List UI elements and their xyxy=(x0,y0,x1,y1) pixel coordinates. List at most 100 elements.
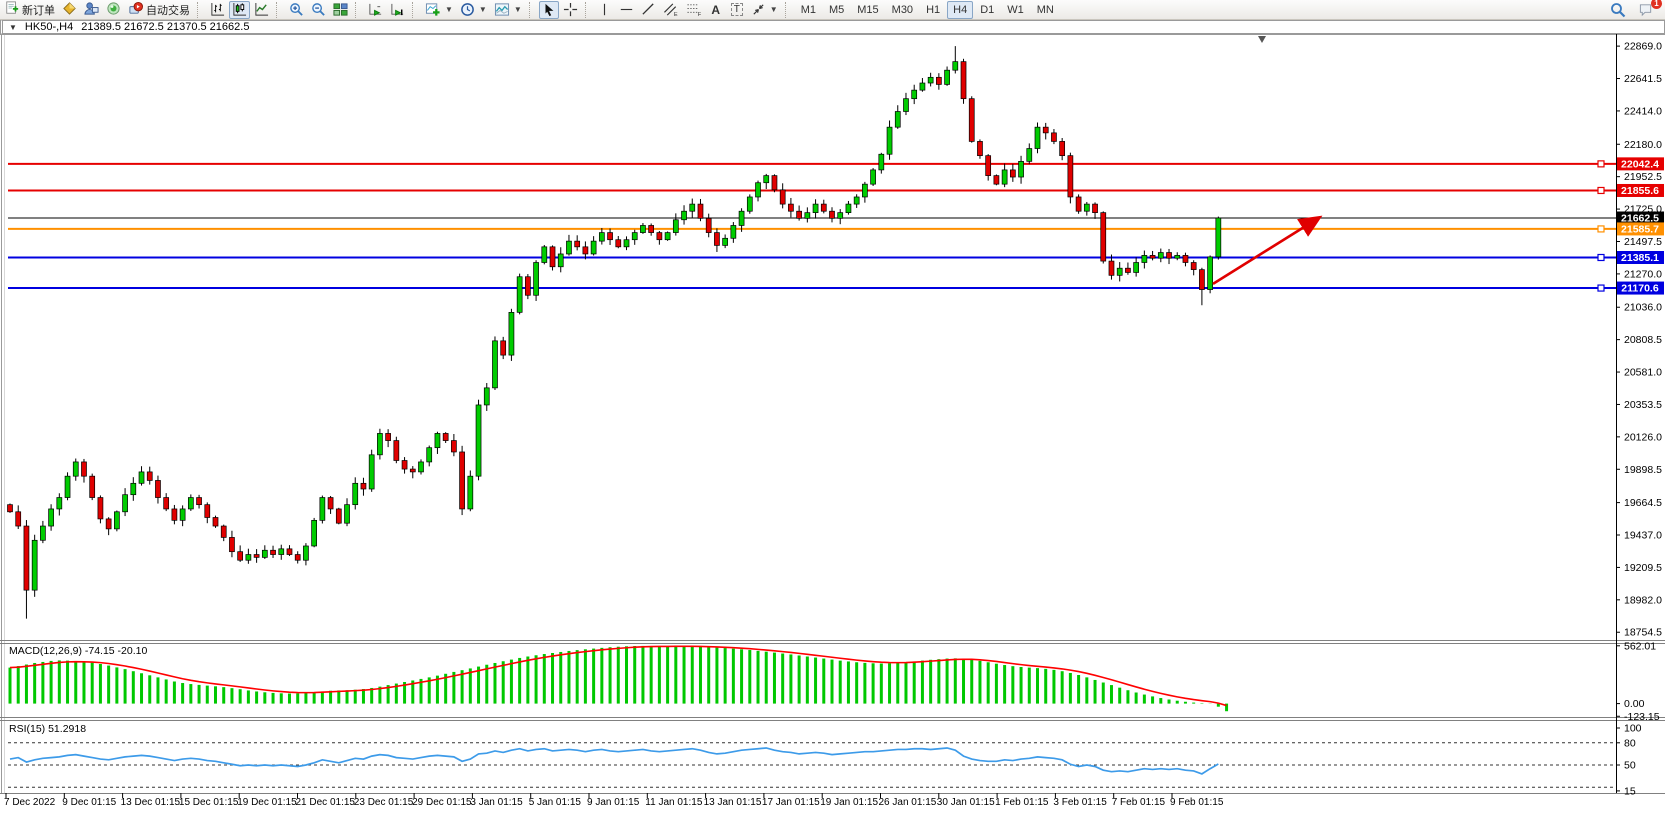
svg-text:20808.5: 20808.5 xyxy=(1624,334,1662,346)
price-line-label xyxy=(1617,211,1664,225)
search-button[interactable] xyxy=(1607,1,1629,19)
templates-button[interactable]: ▼ xyxy=(491,1,525,19)
svg-text:19 Jan 01:15: 19 Jan 01:15 xyxy=(820,797,878,808)
timeframe-button-m5[interactable]: M5 xyxy=(828,3,845,16)
svg-text:18982.0: 18982.0 xyxy=(1624,594,1662,606)
toolbar-separator xyxy=(355,1,361,18)
svg-text:100: 100 xyxy=(1624,723,1642,735)
timeframe-group: M1 M5 M15 M30 H1 H4 D1 W1 MN xyxy=(795,0,1060,19)
chart-ohlc-readout: 21389.5 21672.5 21370.5 21662.5 xyxy=(81,21,250,33)
svg-text:19209.5: 19209.5 xyxy=(1624,562,1662,574)
indicators-button[interactable]: ▼ xyxy=(422,1,456,19)
price-line-label xyxy=(1617,281,1664,295)
svg-text:21662.5: 21662.5 xyxy=(1621,212,1659,224)
bar-chart-button[interactable] xyxy=(207,1,228,19)
new-order-icon xyxy=(5,1,19,18)
macd-panel: 562.01 0.00-123.15 MACD(12,26,9) -74.15 -2… xyxy=(8,640,1660,723)
svg-text:15 Dec 01:15: 15 Dec 01:15 xyxy=(179,797,239,808)
trend-arrow-annotation[interactable] xyxy=(1212,215,1323,285)
dropdown-arrow-icon: ▼ xyxy=(478,5,487,14)
svg-text:20126.0: 20126.0 xyxy=(1624,431,1662,443)
line-chart-button[interactable] xyxy=(251,1,272,19)
toolbar-separator xyxy=(528,1,535,18)
svg-text:19664.5: 19664.5 xyxy=(1624,497,1662,509)
chart-symbol-timeframe: HK50-,H4 xyxy=(24,21,74,33)
notifications-button[interactable]: 1 xyxy=(1635,0,1662,19)
chart-canvas[interactable]: 22869.022641.522414.022180.021952.521725… xyxy=(0,34,1665,832)
periods-clock-button[interactable]: ▼ xyxy=(457,1,490,19)
svg-text:21036.0: 21036.0 xyxy=(1624,302,1662,314)
price-line-label xyxy=(1617,183,1664,197)
text-label-tool-button[interactable]: T xyxy=(727,1,747,19)
strategy-navigator-button[interactable] xyxy=(103,1,124,19)
svg-text:21270.0: 21270.0 xyxy=(1624,268,1662,280)
terminal-button[interactable] xyxy=(81,1,102,19)
svg-text:22180.0: 22180.0 xyxy=(1624,139,1662,151)
collapse-arrow-icon[interactable]: ▼ xyxy=(9,22,17,32)
panel-splitters[interactable] xyxy=(0,640,1665,794)
svg-text:21 Dec 01:15: 21 Dec 01:15 xyxy=(296,797,356,808)
macd-signal-line xyxy=(9,645,1227,707)
autotrading-icon xyxy=(128,1,143,19)
timeframe-button-h1[interactable]: H1 xyxy=(926,3,941,16)
cursor-tool-button[interactable] xyxy=(538,0,559,19)
price-axis-ticks: 22869.022641.522414.022180.021952.521725… xyxy=(1616,41,1662,639)
svg-text:20353.5: 20353.5 xyxy=(1624,399,1662,411)
vertical-line-tool-button[interactable] xyxy=(595,1,615,19)
svg-text:562.01: 562.01 xyxy=(1624,640,1656,652)
svg-text:30 Jan 01:15: 30 Jan 01:15 xyxy=(937,797,995,808)
toolbar-separator xyxy=(197,1,203,18)
auto-scroll-button[interactable] xyxy=(365,1,386,19)
svg-text:9 Dec 01:15: 9 Dec 01:15 xyxy=(62,797,116,808)
autotrading-button[interactable]: 自动交易 xyxy=(125,1,193,19)
line-handle xyxy=(1597,225,1605,233)
price-line-label xyxy=(1617,250,1664,264)
timeframe-button-m30[interactable]: M30 xyxy=(891,3,914,16)
svg-text:22414.0: 22414.0 xyxy=(1624,105,1662,117)
svg-text:19437.0: 19437.0 xyxy=(1624,530,1662,542)
svg-text:21385.1: 21385.1 xyxy=(1621,252,1659,264)
timeframe-button-mn[interactable]: MN xyxy=(1036,3,1054,16)
text-tool-button[interactable]: A xyxy=(706,1,726,19)
svg-text:3 Jan 01:15: 3 Jan 01:15 xyxy=(470,797,523,808)
timeframe-button-m15[interactable]: M15 xyxy=(857,3,879,16)
chart-window-header[interactable]: ▼ HK50-,H4 21389.5 21672.5 21370.5 21662… xyxy=(0,20,1665,34)
chart-shift-marker[interactable] xyxy=(1258,36,1266,43)
arrows-tool-button[interactable]: ▼ xyxy=(748,1,781,19)
timeframe-button-m1[interactable]: M1 xyxy=(800,3,816,16)
svg-text:80: 80 xyxy=(1624,737,1636,749)
timeframe-button-w1[interactable]: W1 xyxy=(1007,3,1024,16)
market-watch-button[interactable] xyxy=(59,1,80,19)
svg-text:22042.4: 22042.4 xyxy=(1621,158,1659,170)
trendline-tool-button[interactable] xyxy=(638,1,659,19)
svg-text:5 Jan 01:15: 5 Jan 01:15 xyxy=(529,797,582,808)
tile-windows-button[interactable] xyxy=(330,1,351,19)
chart-shift-button[interactable] xyxy=(387,1,408,19)
fibonacci-tool-button[interactable]: F xyxy=(683,1,705,19)
channel-letter: E xyxy=(674,12,678,17)
timeframe-button-d1[interactable]: D1 xyxy=(980,3,995,16)
crosshair-tool-button[interactable] xyxy=(560,1,581,19)
candlestick-chart-button[interactable] xyxy=(229,0,250,19)
zoom-out-button[interactable] xyxy=(308,1,329,19)
timeframe-button-h4[interactable]: H4 xyxy=(947,0,974,19)
horizontal-line-tool-button[interactable] xyxy=(616,1,637,19)
line-handle xyxy=(1597,253,1605,262)
svg-text:9 Feb 01:15: 9 Feb 01:15 xyxy=(1170,797,1224,808)
svg-text:7 Dec 2022: 7 Dec 2022 xyxy=(4,797,56,808)
svg-text:29 Dec 01:15: 29 Dec 01:15 xyxy=(412,797,472,808)
globe-icon xyxy=(106,1,121,19)
svg-text:19 Dec 01:15: 19 Dec 01:15 xyxy=(237,797,297,808)
new-order-button[interactable]: 新订单 xyxy=(2,1,58,19)
line-handle xyxy=(1597,186,1605,195)
svg-text:21497.5: 21497.5 xyxy=(1624,236,1662,248)
svg-text:21855.6: 21855.6 xyxy=(1621,185,1659,197)
svg-text:3 Feb 01:15: 3 Feb 01:15 xyxy=(1053,797,1107,808)
zoom-in-button[interactable] xyxy=(286,1,307,19)
svg-text:21585.7: 21585.7 xyxy=(1621,223,1659,235)
equidistant-channel-tool-button[interactable]: E xyxy=(660,1,682,19)
svg-text:19898.5: 19898.5 xyxy=(1624,464,1662,476)
